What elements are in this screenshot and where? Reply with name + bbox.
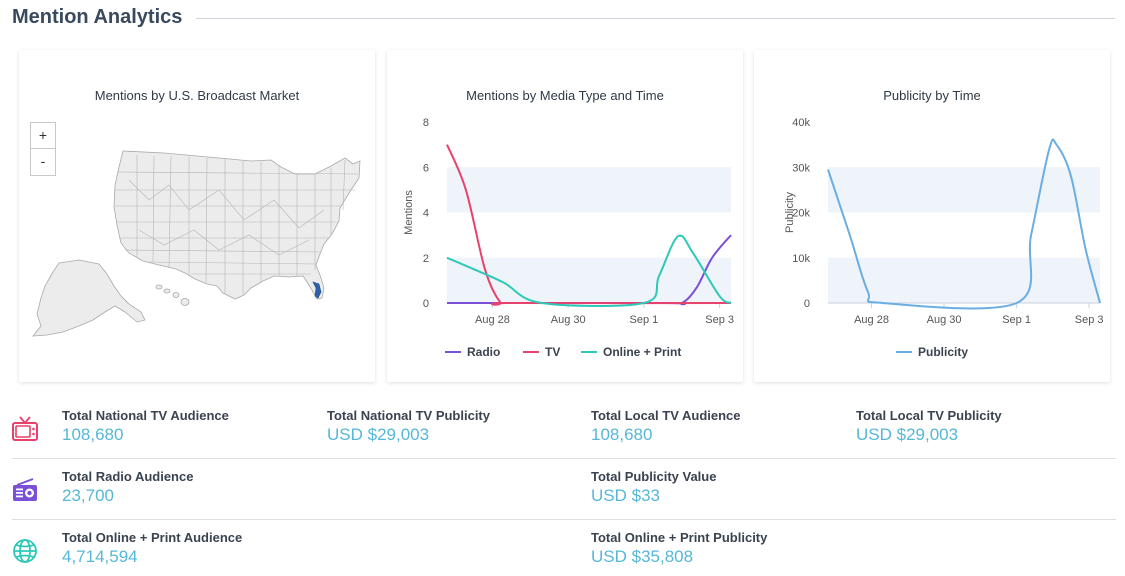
row-divider — [12, 519, 1116, 520]
online-print-audience-stat: Total Online + Print Audience 4,714,594 — [62, 530, 242, 567]
stat-value: 23,700 — [62, 486, 114, 505]
row-divider — [12, 458, 1116, 459]
y-tick-label: 8 — [423, 117, 429, 129]
alaska-map — [32, 259, 146, 337]
series-line-online-print[interactable] — [446, 234, 732, 307]
hawaii-island-map — [172, 292, 180, 298]
legend-item[interactable]: Online + Print — [603, 345, 681, 359]
us-contiguous-map — [113, 150, 361, 300]
chart-title: Mentions by Media Type and Time — [466, 88, 664, 103]
y-tick-label: 0 — [804, 298, 810, 310]
stat-label: Total Online + Print Audience — [62, 530, 243, 545]
stat-value: USD $35,808 — [591, 547, 694, 566]
page-header: Mention Analytics — [12, 4, 1115, 30]
publicity-chart-card: Publicity by Time 0 10k 20k 30k 40k Publicity A… — [754, 50, 1110, 382]
stat-label: Total Online + Print Publicity — [591, 530, 768, 545]
hawaii-island-map — [180, 298, 190, 306]
tv-icon — [12, 416, 38, 441]
x-tick-label: Sep 1 — [630, 314, 659, 326]
x-tick-label: Aug 30 — [551, 314, 586, 326]
series-line-tv[interactable] — [446, 144, 732, 306]
x-tick-label: Sep 1 — [1002, 314, 1031, 326]
stat-label: Total National TV Publicity — [327, 408, 490, 423]
publicity-value-stat: Total Publicity Value USD $33 — [591, 469, 716, 506]
online-print-publicity-stat: Total Online + Print Publicity USD $35,8… — [591, 530, 767, 567]
plot-band — [828, 167, 1100, 213]
y-tick-label: 6 — [423, 162, 429, 174]
highlighted-market — [312, 281, 322, 299]
stat-label: Total Local TV Audience — [591, 408, 741, 423]
national-tv-audience-stat: Total National TV Audience 108,680 — [62, 408, 229, 445]
map-card: Mentions by U.S. Broadcast Market + - — [19, 50, 375, 382]
x-tick-label: Sep 3 — [1075, 314, 1104, 326]
stat-value: 4,714,594 — [62, 547, 138, 566]
legend-item[interactable]: Radio — [467, 345, 500, 359]
publicity-chart: Publicity by Time 0 10k 20k 30k 40k Publicity A… — [784, 88, 1104, 359]
mentions-chart: Mentions by Media Type and Time 0 2 4 6 8 Ment… — [403, 88, 734, 359]
stat-label: Total Publicity Value — [591, 469, 717, 484]
legend-item[interactable]: TV — [545, 345, 560, 359]
plot-band — [447, 257, 731, 303]
stat-value: USD $29,003 — [856, 425, 959, 444]
local-tv-audience-stat: Total Local TV Audience 108,680 — [591, 408, 741, 445]
stat-value: USD $29,003 — [327, 425, 430, 444]
stat-value: 108,680 — [591, 425, 653, 444]
y-tick-label: 10k — [792, 253, 810, 265]
hawaii-island-map — [163, 288, 171, 294]
page-title: Mention Analytics — [12, 5, 183, 28]
y-tick-label: 0 — [423, 298, 429, 310]
y-tick-label: 4 — [423, 208, 429, 220]
us-market-map[interactable] — [19, 50, 375, 382]
header-divider — [196, 17, 1115, 19]
plot-band — [447, 167, 731, 213]
stat-label: Total Radio Audience — [62, 469, 194, 484]
globe-icon — [13, 539, 37, 563]
stat-label: Total Local TV Publicity — [856, 408, 1002, 423]
radio-icon — [13, 478, 37, 501]
tv-stats-row: Total National TV Audience 108,680 Total… — [0, 395, 1116, 456]
radio-audience-stat: Total Radio Audience 23,700 — [62, 469, 193, 506]
y-tick-label: 2 — [423, 253, 429, 265]
x-tick-label: Aug 30 — [927, 314, 962, 326]
national-tv-publicity-stat: Total National TV Publicity USD $29,003 — [327, 408, 490, 445]
legend-item[interactable]: Publicity — [918, 345, 968, 359]
local-tv-publicity-stat: Total Local TV Publicity USD $29,003 — [856, 408, 1002, 445]
map-card-title: Mentions by U.S. Broadcast Market — [94, 88, 300, 103]
plot-band — [828, 257, 1100, 303]
y-axis-label: Mentions — [403, 190, 415, 235]
market-boundaries — [115, 155, 360, 294]
y-axis-label: Publicity — [784, 192, 796, 233]
stat-label: Total National TV Audience — [62, 408, 229, 423]
y-tick-label: 30k — [792, 162, 810, 174]
online-stats-row: Total Online + Print Audience 4,714,594 … — [0, 517, 1116, 576]
chart-title: Publicity by Time — [883, 88, 981, 103]
x-tick-label: Sep 3 — [705, 314, 734, 326]
x-tick-label: Aug 28 — [854, 314, 889, 326]
stat-value: USD $33 — [591, 486, 660, 505]
mentions-chart-card: Mentions by Media Type and Time 0 2 4 6 8 Ment… — [387, 50, 743, 382]
x-tick-label: Aug 28 — [475, 314, 510, 326]
zoom-out-button[interactable]: - — [30, 149, 56, 176]
zoom-in-button[interactable]: + — [30, 122, 56, 149]
y-tick-label: 20k — [792, 208, 810, 220]
series-line-publicity[interactable] — [827, 138, 1101, 310]
stat-value: 108,680 — [62, 425, 124, 444]
y-tick-label: 40k — [792, 117, 810, 129]
hawaii-island-map — [155, 284, 163, 290]
radio-stats-row: Total Radio Audience 23,700 Total Public… — [0, 456, 1116, 517]
